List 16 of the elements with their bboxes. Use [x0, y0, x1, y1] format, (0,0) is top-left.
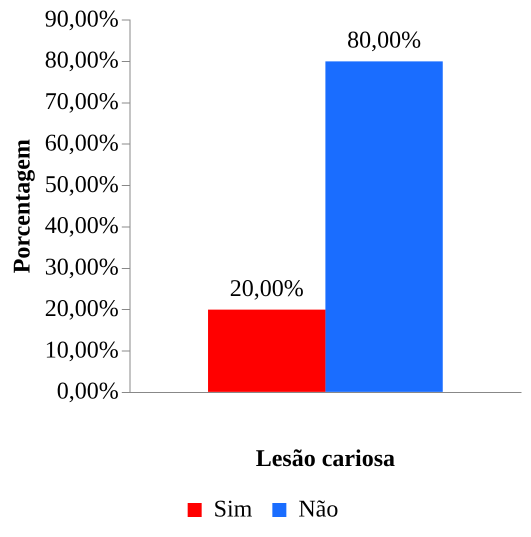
y-tick-label: 70,00% — [44, 89, 119, 116]
y-tick-label: 60,00% — [44, 130, 119, 156]
y-tick-label: 50,00% — [44, 172, 119, 198]
y-tick-label: 80,00% — [44, 48, 119, 74]
data-label: 80,00% — [347, 28, 422, 54]
data-label: 20,00% — [230, 276, 304, 302]
legend-label: Sim — [214, 496, 253, 522]
y-tick-label: 0,00% — [56, 378, 119, 405]
y-axis-title: Porcentagem — [10, 139, 36, 274]
legend-label: Não — [298, 496, 338, 522]
y-tick-label: 90,00% — [44, 6, 119, 32]
y-tick-label: 10,00% — [44, 337, 119, 364]
y-tick-label: 30,00% — [44, 254, 119, 281]
x-axis-title: Lesão cariosa — [256, 446, 396, 472]
y-tick-label: 20,00% — [44, 296, 119, 322]
y-tick-label: 40,00% — [44, 213, 119, 240]
